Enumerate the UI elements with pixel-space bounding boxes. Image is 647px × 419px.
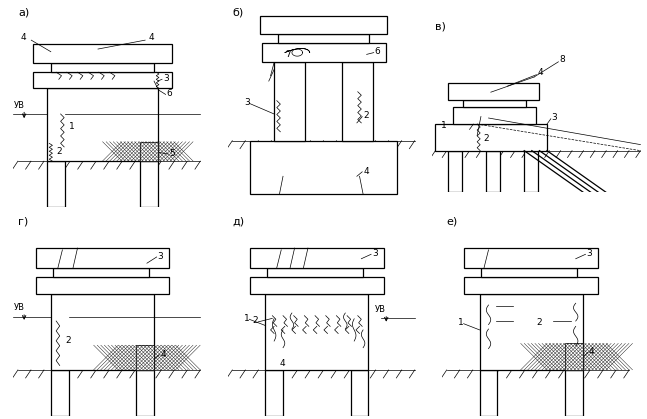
Text: 4: 4 [160, 349, 166, 359]
Bar [267, 268, 363, 277]
Text: б): б) [232, 7, 243, 17]
Text: 2: 2 [363, 111, 369, 120]
Bar [137, 370, 154, 416]
Text: 2: 2 [483, 134, 489, 143]
Bar [250, 277, 384, 294]
Text: УВ: УВ [14, 101, 25, 109]
Text: 1: 1 [69, 122, 74, 131]
Text: 6: 6 [166, 89, 172, 98]
Text: 3: 3 [372, 249, 378, 258]
Text: УВ: УВ [14, 303, 25, 312]
Text: 3: 3 [586, 249, 592, 258]
Bar [260, 16, 387, 34]
Bar [33, 44, 172, 63]
Bar [36, 248, 169, 268]
Bar [51, 63, 154, 72]
Text: 1: 1 [441, 121, 446, 130]
Bar [140, 161, 158, 207]
Text: 2: 2 [536, 318, 542, 328]
Text: 4: 4 [538, 68, 543, 77]
Bar [47, 161, 65, 207]
Bar [479, 370, 498, 416]
Bar [265, 294, 368, 370]
Text: д): д) [232, 216, 245, 226]
Text: 2: 2 [65, 336, 71, 345]
Bar [342, 62, 373, 141]
Text: е): е) [446, 216, 458, 226]
Bar [265, 370, 283, 416]
Text: 3: 3 [244, 98, 250, 107]
Bar [140, 142, 158, 161]
Bar [137, 345, 154, 370]
Bar [261, 43, 386, 62]
Text: 8: 8 [559, 55, 565, 64]
Bar [33, 72, 172, 88]
Text: в): в) [435, 21, 446, 31]
Text: 4: 4 [21, 33, 26, 42]
Polygon shape [435, 124, 547, 151]
Bar [565, 343, 583, 370]
Text: 7: 7 [286, 50, 291, 59]
Bar [448, 83, 540, 100]
Bar [524, 151, 538, 192]
Bar [463, 100, 526, 107]
Text: 1: 1 [244, 314, 250, 323]
Text: 1: 1 [458, 318, 464, 328]
Bar [453, 107, 536, 124]
Text: а): а) [18, 7, 29, 17]
Text: 6: 6 [375, 47, 380, 57]
Bar [278, 34, 369, 43]
Bar [479, 294, 583, 370]
Text: 3: 3 [552, 113, 557, 122]
Text: 4: 4 [149, 33, 155, 42]
Bar [481, 268, 578, 277]
Bar [51, 294, 154, 370]
Bar [250, 248, 384, 268]
Text: 4: 4 [363, 167, 369, 176]
Bar [274, 62, 305, 141]
Text: 2: 2 [253, 316, 258, 325]
Bar [351, 370, 368, 416]
Bar [487, 151, 500, 192]
Bar [52, 268, 149, 277]
Text: 4: 4 [589, 347, 595, 356]
Text: УВ: УВ [375, 305, 386, 314]
Text: 3: 3 [163, 74, 169, 83]
Bar [36, 277, 169, 294]
Text: 4: 4 [280, 359, 285, 367]
Text: г): г) [18, 216, 28, 226]
Text: 5: 5 [169, 149, 175, 158]
Text: 3: 3 [158, 252, 163, 261]
Bar [565, 370, 583, 416]
Bar [51, 370, 69, 416]
Bar [47, 88, 158, 161]
Bar [465, 277, 598, 294]
Bar [465, 248, 598, 268]
Text: 2: 2 [56, 147, 61, 156]
Bar [448, 151, 462, 192]
Bar [250, 141, 397, 194]
